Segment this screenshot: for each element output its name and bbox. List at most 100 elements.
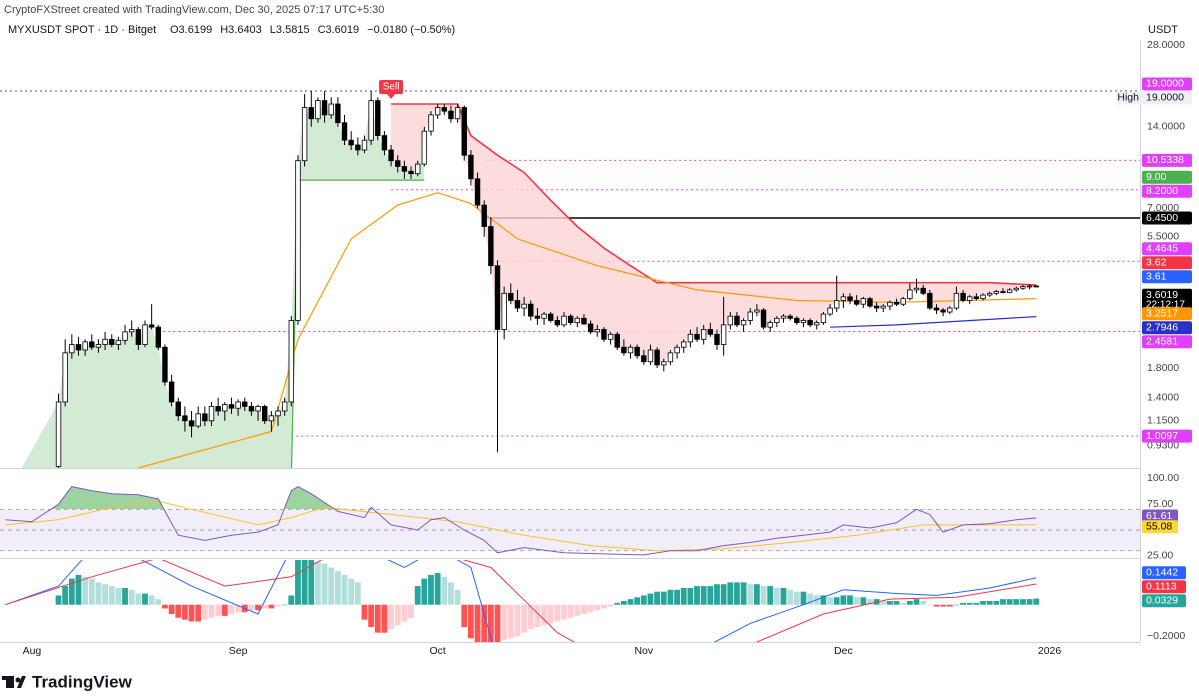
macd-bar xyxy=(162,604,168,609)
candle-body xyxy=(720,324,727,345)
logo: TradingView xyxy=(2,672,133,691)
candle-body xyxy=(734,315,740,326)
candle-body xyxy=(760,309,767,328)
macd-pane xyxy=(5,560,1040,642)
x-tick-label: Oct xyxy=(429,645,445,657)
macd-bar xyxy=(966,602,973,605)
macd-bar xyxy=(900,602,907,605)
macd-bar xyxy=(1033,598,1040,605)
macd-bar xyxy=(175,604,182,618)
macd-bar xyxy=(833,597,840,605)
candle-body xyxy=(195,413,201,427)
price-label-box xyxy=(1142,429,1192,443)
candle-body xyxy=(714,333,720,345)
macd-bar xyxy=(288,595,295,605)
macd-bar xyxy=(195,604,202,622)
macd-bar xyxy=(108,586,115,605)
candle-body xyxy=(880,305,886,309)
candle-body xyxy=(1026,285,1033,288)
y-tick-label: 5.5000 xyxy=(1147,231,1179,243)
macd-label: 0.1442 xyxy=(1146,567,1178,579)
rsi-label: 61.61 xyxy=(1146,510,1172,522)
rsi-label-box xyxy=(1142,520,1178,534)
macd-bar xyxy=(461,604,468,628)
macd-bar xyxy=(993,601,1000,605)
macd-bar xyxy=(867,599,873,605)
macd-bar xyxy=(627,599,634,605)
x-tick-label: Dec xyxy=(834,645,853,657)
macd-bar xyxy=(827,597,833,605)
candle-body xyxy=(348,139,354,146)
macd-bar xyxy=(421,578,428,605)
candle-body xyxy=(162,346,168,383)
price-label: 3.6019 xyxy=(1146,289,1178,301)
price-label: 3.62 xyxy=(1146,256,1167,268)
macd-bar xyxy=(980,601,986,605)
macd-bar xyxy=(215,604,222,616)
candle-body xyxy=(182,415,188,422)
candle-body xyxy=(301,107,308,162)
candle-body xyxy=(607,333,614,340)
macd-bar xyxy=(640,595,647,605)
candle-body xyxy=(62,352,68,403)
macd-bar xyxy=(840,595,847,605)
candle-body xyxy=(155,326,161,348)
macd-bar xyxy=(800,591,807,605)
candle-body xyxy=(561,315,567,326)
macd-bar xyxy=(95,582,102,605)
candle-body xyxy=(468,154,474,180)
candle-body xyxy=(508,292,514,301)
ohlc-legend: O3.6199 H3.6403 L3.5815 C3.6019 −0.0180 (−0.… xyxy=(170,24,455,36)
price-label: 10.5338 xyxy=(1146,154,1184,166)
candle-body xyxy=(534,315,541,319)
candle-body xyxy=(454,107,461,120)
candle-body xyxy=(980,294,986,300)
macd-bar xyxy=(773,587,780,605)
macd-bar xyxy=(887,601,893,605)
candle-body xyxy=(142,324,148,345)
candle-body xyxy=(814,322,820,326)
macd-bar xyxy=(933,604,940,607)
signal-box xyxy=(379,80,404,95)
macd-bar xyxy=(248,604,255,611)
macd-bar xyxy=(527,604,534,629)
macd-bar xyxy=(88,578,95,605)
macd-bar xyxy=(275,604,281,607)
candle-body xyxy=(940,309,946,313)
candle-body xyxy=(1013,287,1019,291)
rsi-label-box xyxy=(1142,509,1178,523)
macd-bar xyxy=(281,604,288,606)
candle-body xyxy=(933,307,940,311)
macd-bar xyxy=(235,604,242,613)
candle-body xyxy=(361,139,368,151)
candle-body xyxy=(840,296,847,301)
macd-bar xyxy=(940,604,947,607)
macd-bar xyxy=(428,574,434,605)
candle-body xyxy=(82,341,88,351)
candle-body xyxy=(355,144,361,151)
candle-body xyxy=(395,160,401,167)
candle-body xyxy=(434,107,441,116)
macd-bar xyxy=(660,591,667,605)
candle-body xyxy=(574,317,581,324)
macd-bar xyxy=(441,576,448,605)
macd-bar xyxy=(960,602,966,605)
macd-bar xyxy=(334,571,341,605)
candle-body xyxy=(947,307,953,313)
candle-body xyxy=(860,298,867,305)
candle-body xyxy=(920,287,926,294)
macd-bar xyxy=(654,591,661,605)
macd-bar xyxy=(594,604,601,611)
candle-body xyxy=(168,381,175,403)
rsi-line xyxy=(5,486,1037,556)
ohlc-value: −0.0180 (−0.50%) xyxy=(367,24,455,36)
y-tick-label: 1.8000 xyxy=(1147,362,1179,374)
candle-body xyxy=(235,401,241,409)
candle-body xyxy=(641,355,647,363)
candle-body xyxy=(740,320,747,326)
macd-bar xyxy=(534,604,541,628)
candle-body xyxy=(401,166,408,172)
candle-body xyxy=(69,344,75,354)
candle-body xyxy=(521,303,527,309)
